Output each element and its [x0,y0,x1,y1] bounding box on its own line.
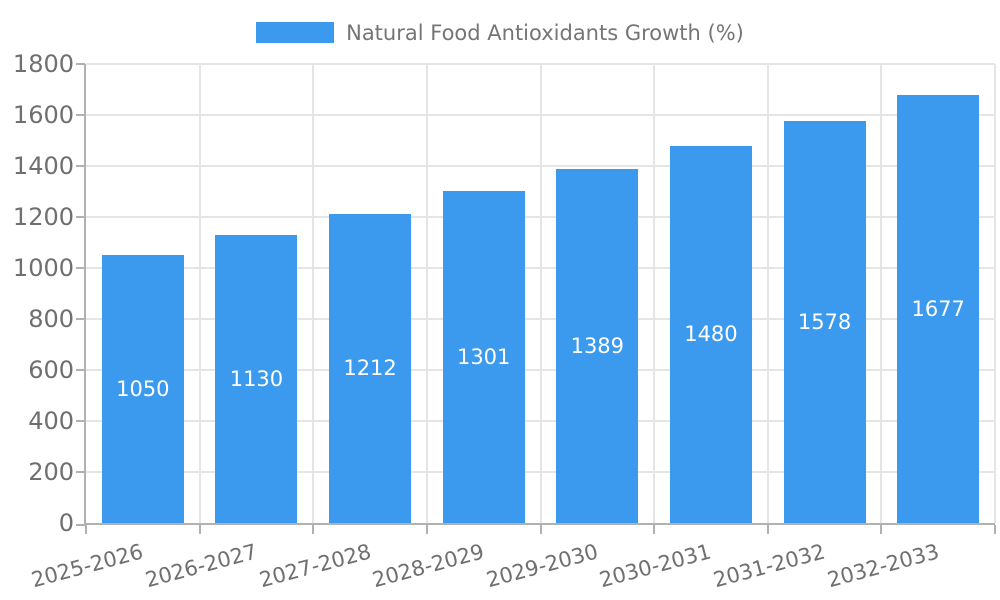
legend-label: Natural Food Antioxidants Growth (%) [346,20,744,45]
y-tick-label: 1000 [12,254,74,282]
bar-value-label: 1212 [343,356,397,381]
bar-value-label: 1480 [684,322,738,347]
x-axis-tick [425,525,428,534]
y-axis-tick [76,114,85,116]
y-axis-tick [76,369,85,371]
x-gridline [766,64,769,523]
bar-value-label: 1578 [797,309,852,334]
x-axis-tick [198,525,201,534]
y-axis-tick [76,165,85,167]
x-gridline [425,64,428,523]
x-tick-label: 2032-2033 [824,539,942,593]
y-tick-label: 1400 [12,152,74,180]
x-tick-label: 2027-2028 [256,539,374,593]
y-axis-tick [76,267,85,269]
y-axis-tick [76,63,85,65]
x-gridline [653,64,656,523]
y-tick-label: 0 [58,509,74,537]
y-axis-tick [76,524,85,526]
x-axis-tick [766,525,769,534]
y-axis-tick [76,216,85,218]
y-tick-label: 800 [28,305,74,333]
bar-value-label: 1050 [116,377,170,402]
x-gridline [198,64,201,523]
x-axis-tick [539,525,542,534]
x-tick-label: 2025-2026 [29,539,146,593]
x-tick-label: 2031-2032 [710,539,828,593]
bar: 1301 [442,191,525,523]
bar: 1389 [556,168,639,523]
y-axis-tick [76,471,85,473]
y-tick-label: 1200 [12,203,74,231]
legend-color-swatch [256,22,335,43]
x-tick-label: 2029-2030 [483,539,601,593]
bar-value-label: 1130 [229,366,284,391]
plot-area: 1050 1130 1212 1301 1389 1480 1578 1677 [84,63,996,525]
x-gridline [539,64,542,523]
x-axis-tick [312,525,315,534]
bar: 1480 [669,145,752,523]
x-gridline [880,64,883,523]
bar: 1050 [101,255,184,523]
bar-value-label: 1389 [570,333,625,358]
x-gridline [994,64,996,523]
bar: 1677 [897,95,980,523]
bar: 1212 [329,213,412,523]
bar-value-label: 1677 [911,297,965,322]
x-axis-tick [994,525,996,534]
bar-value-label: 1301 [456,345,511,370]
chart-legend: Natural Food Antioxidants Growth (%) [0,20,1000,45]
y-axis-tick [76,420,85,422]
bar: 1130 [215,234,298,523]
x-tick-label: 2026-2027 [142,539,260,593]
x-axis-tick [880,525,883,534]
y-tick-label: 400 [28,407,74,435]
y-tick-label: 1600 [12,101,74,129]
x-axis-tick [653,525,656,534]
x-tick-label: 2030-2031 [597,539,715,593]
x-axis-tick [85,525,87,534]
x-tick-label: 2028-2029 [370,539,487,593]
x-gridline [312,64,315,523]
y-tick-label: 200 [28,458,74,486]
y-tick-label: 1800 [12,50,74,78]
y-tick-label: 600 [28,356,74,384]
y-axis-tick [76,318,85,320]
bar: 1578 [783,120,866,523]
